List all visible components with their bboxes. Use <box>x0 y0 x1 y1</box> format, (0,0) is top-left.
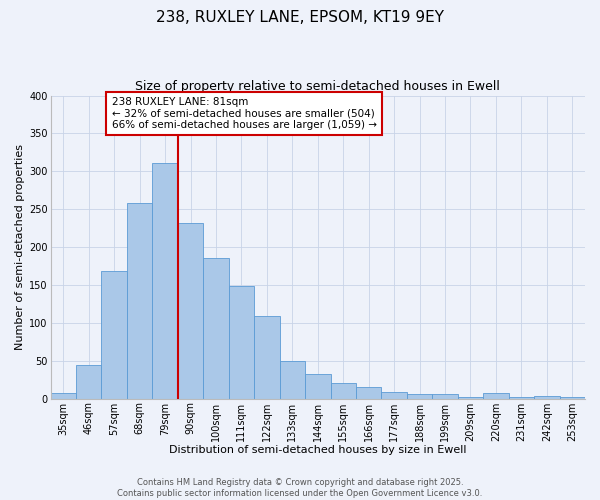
Bar <box>152 163 178 398</box>
Bar <box>101 270 127 398</box>
Bar <box>382 392 407 398</box>
Title: Size of property relative to semi-detached houses in Ewell: Size of property relative to semi-detach… <box>136 80 500 93</box>
Bar <box>50 394 76 398</box>
Bar <box>254 316 280 398</box>
Bar <box>560 397 585 398</box>
Y-axis label: Number of semi-detached properties: Number of semi-detached properties <box>15 144 25 350</box>
Bar <box>331 383 356 398</box>
Bar <box>534 396 560 398</box>
Bar <box>127 203 152 398</box>
Text: 238 RUXLEY LANE: 81sqm
← 32% of semi-detached houses are smaller (504)
66% of se: 238 RUXLEY LANE: 81sqm ← 32% of semi-det… <box>112 97 377 130</box>
Bar <box>305 374 331 398</box>
Bar <box>229 286 254 399</box>
Bar <box>76 364 101 398</box>
Bar <box>458 397 483 398</box>
Bar <box>509 397 534 398</box>
Bar <box>280 361 305 399</box>
Bar <box>203 258 229 398</box>
Text: 238, RUXLEY LANE, EPSOM, KT19 9EY: 238, RUXLEY LANE, EPSOM, KT19 9EY <box>156 10 444 25</box>
Bar <box>433 394 458 398</box>
Bar <box>356 386 382 398</box>
Bar <box>178 223 203 398</box>
X-axis label: Distribution of semi-detached houses by size in Ewell: Distribution of semi-detached houses by … <box>169 445 467 455</box>
Bar <box>407 394 433 398</box>
Bar <box>483 394 509 398</box>
Text: Contains HM Land Registry data © Crown copyright and database right 2025.
Contai: Contains HM Land Registry data © Crown c… <box>118 478 482 498</box>
